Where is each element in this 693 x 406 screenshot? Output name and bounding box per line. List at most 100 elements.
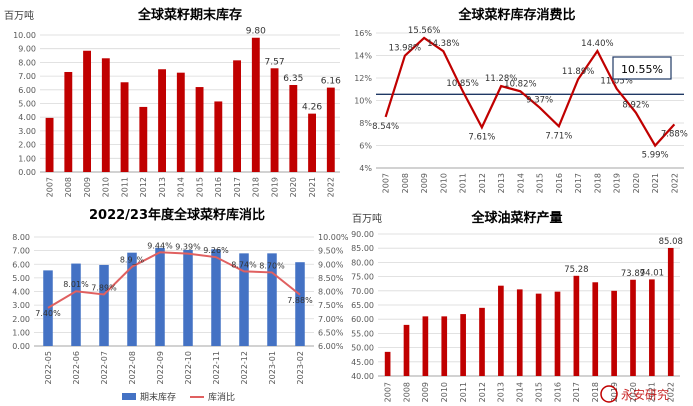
chart3-right-ytick-label: 9.50% [318, 247, 344, 256]
chart2-data-label: 8.54% [372, 122, 399, 132]
chart1-title: 全球菜籽期末库存 [137, 7, 242, 23]
chart-production-bar: 百万吨 全球油菜籽产量 40.00 45.00 50.00 55.00 60.00 65.… [351, 210, 683, 402]
chart1-bar [308, 113, 316, 172]
chart2-xtick-label: 2021 [651, 173, 660, 193]
chart1-ytick-label: 4.00 [18, 113, 36, 122]
chart2-data-label: 10.85% [446, 79, 478, 89]
chart1-xtick-label: 2012 [139, 177, 148, 197]
chart3-bar [127, 252, 137, 346]
legend-bar-swatch [122, 393, 136, 400]
chart3-xtick-label: 2022-06 [72, 351, 81, 384]
chart2-data-label: 8.92% [622, 101, 649, 111]
chart3-xtick-label: 2022-08 [128, 351, 137, 384]
chart3-legend: 期末库存 库消比 [122, 391, 235, 403]
chart4-bar [460, 314, 466, 376]
chart4-xtick-label: 2012 [478, 382, 487, 402]
chart3-xtick-label: 2023-02 [296, 351, 305, 384]
chart3-left-ytick-label: 6.00 [12, 260, 30, 269]
chart4-ytick-label: 75.00 [351, 273, 374, 282]
chart4-ytick-label: 50.00 [351, 344, 374, 353]
chart1-bar [64, 71, 73, 172]
chart1-xtick-label: 2015 [195, 177, 204, 197]
chart2-xtick-label: 2011 [459, 173, 468, 193]
watermark: 永安研究 [600, 385, 669, 403]
chart4-xtick-label: 2020 [629, 382, 638, 402]
chart1-bar [233, 60, 241, 172]
chart3-data-label: 7.40% [35, 309, 61, 318]
chart1-xtick-label: 2009 [83, 177, 92, 197]
chart1-bar [195, 87, 204, 172]
chart1-xtick-label: 2019 [270, 177, 279, 197]
chart4-data-label: 73.89 [621, 269, 645, 279]
chart2-xtick-label: 2007 [382, 173, 391, 193]
chart3-bar [155, 247, 165, 346]
chart2-data-label: 14.40% [581, 39, 613, 49]
chart2-ytick-label: 4% [359, 164, 372, 173]
chart1-ytick-label: 2.00 [18, 141, 36, 150]
chart2-data-label: 15.56% [408, 26, 440, 36]
chart4-ytick-label: 40.00 [351, 372, 374, 381]
chart2-xtick-label: 2009 [420, 173, 429, 193]
chart1-xtick-label: 2010 [102, 177, 111, 197]
chart2-ytick-label: 8% [359, 119, 372, 128]
chart4-bar [611, 290, 617, 376]
chart2-xtick-label: 2008 [401, 173, 410, 193]
chart1-xtick-label: 2014 [177, 177, 186, 197]
chart4-bar [422, 316, 429, 376]
chart2-xtick-label: 2019 [613, 173, 622, 193]
chart4-xtick-label: 2022 [667, 382, 676, 402]
chart2-data-label: 13.98% [389, 44, 421, 54]
chart3-right-ytick-label: 10.00% [318, 233, 349, 242]
chart2-data-label: 11.28% [485, 74, 517, 84]
chart1-ytick-label: 8.00 [18, 58, 36, 67]
chart1-bar [176, 72, 185, 172]
chart3-right-ytick-label: 9.00% [318, 260, 344, 269]
chart2-callout-text: 10.55% [621, 63, 663, 76]
chart2-ytick-label: 6% [359, 142, 372, 151]
chart1-xtick-label: 2011 [120, 177, 129, 197]
chart2-xtick-label: 2016 [555, 173, 564, 193]
chart4-bar [403, 324, 410, 376]
chart3-bar [43, 270, 53, 346]
chart2-data-label: 7.61% [468, 132, 495, 142]
chart3-right-ytick-label: 8.50% [318, 274, 344, 283]
chart4-xtick-label: 2018 [591, 382, 600, 402]
chart1-bar [214, 101, 223, 172]
chart3-bar [239, 253, 249, 346]
chart4-bar [441, 316, 448, 376]
chart4-bar [592, 282, 599, 376]
chart2-data-label: 7.88% [661, 129, 688, 139]
chart1-ytick-label: 5.00 [18, 100, 36, 109]
chart4-xtick-label: 2009 [421, 382, 430, 402]
chart1-bar [120, 82, 129, 172]
chart1-data-label: 6.16 [321, 77, 341, 87]
chart4-xtick-label: 2008 [402, 382, 411, 402]
chart1-xtick-label: 2007 [45, 177, 54, 197]
watermark-text: 永安研究 [621, 387, 669, 402]
chart2-data-label: 11.05% [600, 77, 632, 87]
chart2-xtick-label: 2013 [497, 173, 506, 193]
chart1-ytick-label: 7.00 [18, 72, 36, 81]
chart4-xtick-label: 2010 [440, 382, 449, 402]
chart3-bar [211, 249, 221, 346]
chart3-xtick-label: 2022-09 [156, 351, 165, 384]
chart2-xtick-label: 2020 [632, 173, 641, 193]
chart1-ytick-label: 10.00 [13, 31, 36, 40]
chart1-data-label: 4.26 [302, 103, 322, 113]
chart3-bar [99, 264, 109, 346]
chart3-data-label: 9.44% [147, 241, 173, 250]
chart1-xtick-label: 2017 [233, 177, 242, 197]
chart1-ytick-label: 0.00 [18, 168, 36, 177]
chart4-ytick-label: 45.00 [351, 358, 374, 367]
chart2-data-label: 5.99% [642, 151, 669, 161]
chart3-bar [183, 249, 193, 346]
chart1-xtick-label: 2018 [252, 177, 261, 197]
chart1-bar [326, 87, 335, 172]
chart3-data-label: 8.74% [231, 260, 257, 269]
chart4-unit-label: 百万吨 [352, 212, 382, 225]
chart3-left-ytick-label: 7.00 [12, 247, 30, 256]
chart3-series-line [47, 251, 301, 309]
chart2-xtick-label: 2022 [670, 173, 679, 193]
chart4-bar [630, 279, 636, 376]
chart4-ytick-label: 85.00 [351, 244, 374, 253]
